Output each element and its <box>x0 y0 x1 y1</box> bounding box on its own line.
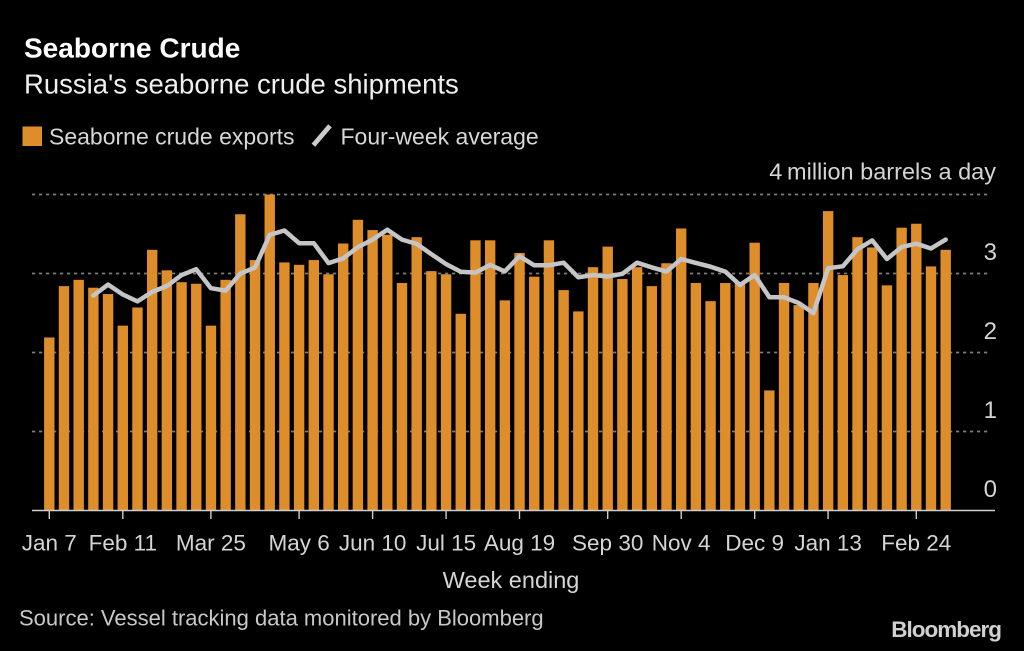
svg-text:Jul 15: Jul 15 <box>416 531 476 556</box>
svg-text:Seaborne Crude: Seaborne Crude <box>24 33 240 64</box>
svg-text:Nov 4: Nov 4 <box>652 531 711 556</box>
svg-text:0: 0 <box>984 476 997 503</box>
svg-text:Week ending: Week ending <box>443 567 580 593</box>
svg-text:Feb 11: Feb 11 <box>89 531 157 556</box>
svg-text:Aug 19: Aug 19 <box>484 531 555 556</box>
svg-text:Jan 13: Jan 13 <box>794 531 862 556</box>
svg-text:Russia's seaborne crude shipme: Russia's seaborne crude shipments <box>24 69 459 100</box>
svg-text:Seaborne crude exports: Seaborne crude exports <box>49 124 295 150</box>
svg-text:Jun 10: Jun 10 <box>339 531 407 556</box>
svg-text:2: 2 <box>984 318 997 345</box>
svg-text:Source: Vessel tracking data m: Source: Vessel tracking data monitored b… <box>19 606 544 631</box>
svg-text:1: 1 <box>984 397 997 424</box>
svg-text:Jan 7: Jan 7 <box>22 531 77 556</box>
svg-text:Four-week average: Four-week average <box>341 124 539 150</box>
svg-text:3: 3 <box>984 239 997 266</box>
svg-text:Bloomberg: Bloomberg <box>891 617 1001 642</box>
svg-text:Mar 25: Mar 25 <box>176 531 246 556</box>
svg-text:4 million barrels a day: 4 million barrels a day <box>769 159 996 185</box>
svg-text:Dec 9: Dec 9 <box>725 531 784 556</box>
svg-text:Feb 24: Feb 24 <box>881 531 951 556</box>
svg-text:May 6: May 6 <box>268 531 329 556</box>
svg-text:Sep 30: Sep 30 <box>572 531 643 556</box>
